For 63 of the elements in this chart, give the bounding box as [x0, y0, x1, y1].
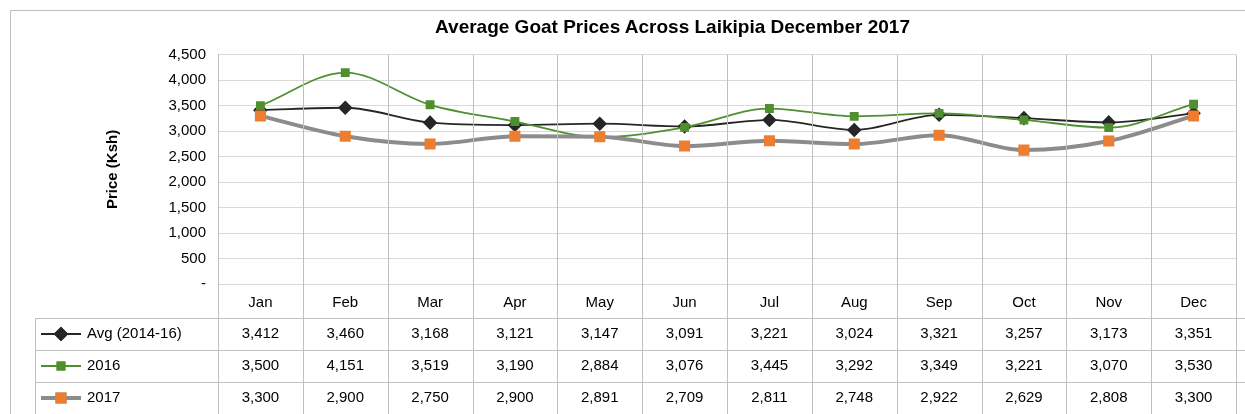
data-label: 2,750	[411, 388, 449, 406]
data-label: 3,121	[496, 324, 534, 342]
data-label: 3,221	[1005, 356, 1043, 374]
data-label: 3,221	[750, 324, 789, 342]
y-tick-label: 2,500	[168, 146, 206, 164]
data-label: 2,709	[665, 388, 704, 406]
data-label: 3,147	[580, 324, 619, 342]
x-tick-label: Mar	[417, 293, 444, 311]
x-tick-label: Sep	[925, 293, 953, 311]
data-label: 3,173	[1089, 324, 1128, 342]
data-label: 2,884	[580, 356, 619, 374]
x-tick-label: Oct	[1012, 293, 1037, 311]
data-label: 2,808	[1089, 388, 1128, 406]
data-label: 3,445	[750, 356, 789, 374]
x-tick-label: Aug	[840, 293, 868, 311]
data-label: 4,151	[326, 356, 365, 374]
data-label: 3,091	[665, 324, 704, 342]
x-tick-label: Jul	[759, 293, 780, 311]
x-tick-label: Apr	[503, 293, 527, 311]
data-label: 3,300	[241, 388, 280, 406]
x-tick-label: Jun	[672, 293, 697, 311]
data-label: 3,168	[411, 324, 449, 342]
data-label: 3,412	[241, 324, 280, 342]
data-label: 3,500	[241, 356, 280, 374]
data-label: 3,519	[411, 356, 449, 374]
y-tick-label: -	[201, 274, 206, 292]
data-label: 3,351	[1174, 324, 1213, 342]
data-label: 3,024	[835, 324, 874, 342]
data-label: 2,629	[1005, 388, 1043, 406]
data-label: 3,530	[1174, 356, 1213, 374]
data-label: 2,900	[326, 388, 365, 406]
data-label: 2,922	[920, 388, 958, 406]
data-label: 2,900	[496, 388, 534, 406]
y-tick-label: 3,000	[168, 121, 206, 139]
data-label: 3,349	[920, 356, 958, 374]
data-label: 3,257	[1005, 324, 1043, 342]
y-tick-label: 4,000	[168, 70, 206, 88]
data-label: 3,076	[665, 356, 704, 374]
y-axis-title: Price (Ksh)	[103, 129, 121, 209]
chart-title: Average Goat Prices Across Laikipia December 2017	[435, 15, 910, 37]
data-label: 3,460	[326, 324, 365, 342]
legend-label: Avg (2014-16)	[87, 324, 182, 342]
y-tick-label: 1,500	[168, 197, 206, 215]
data-label: 2,748	[835, 388, 874, 406]
data-label: 2,891	[580, 388, 619, 406]
x-tick-label: May	[585, 293, 615, 311]
x-tick-label: Jan	[248, 293, 273, 311]
data-label: 3,292	[835, 356, 874, 374]
x-tick-label: Dec	[1180, 293, 1208, 311]
y-tick-label: 4,500	[168, 44, 206, 62]
y-tick-label: 2,000	[168, 172, 206, 190]
legend-label: 2017	[87, 388, 121, 406]
data-label: 3,190	[496, 356, 534, 374]
data-label: 3,070	[1089, 356, 1128, 374]
y-tick-label: 1,000	[168, 223, 206, 241]
data-label: 3,321	[920, 324, 958, 342]
y-tick-label: 500	[180, 248, 206, 266]
data-label: 3,300	[1174, 388, 1213, 406]
x-tick-label: Nov	[1095, 293, 1123, 311]
y-tick-label: 3,500	[168, 95, 206, 113]
legend-label: 2016	[87, 356, 121, 374]
x-tick-label: Feb	[332, 293, 359, 311]
data-label: 2,811	[751, 388, 788, 406]
